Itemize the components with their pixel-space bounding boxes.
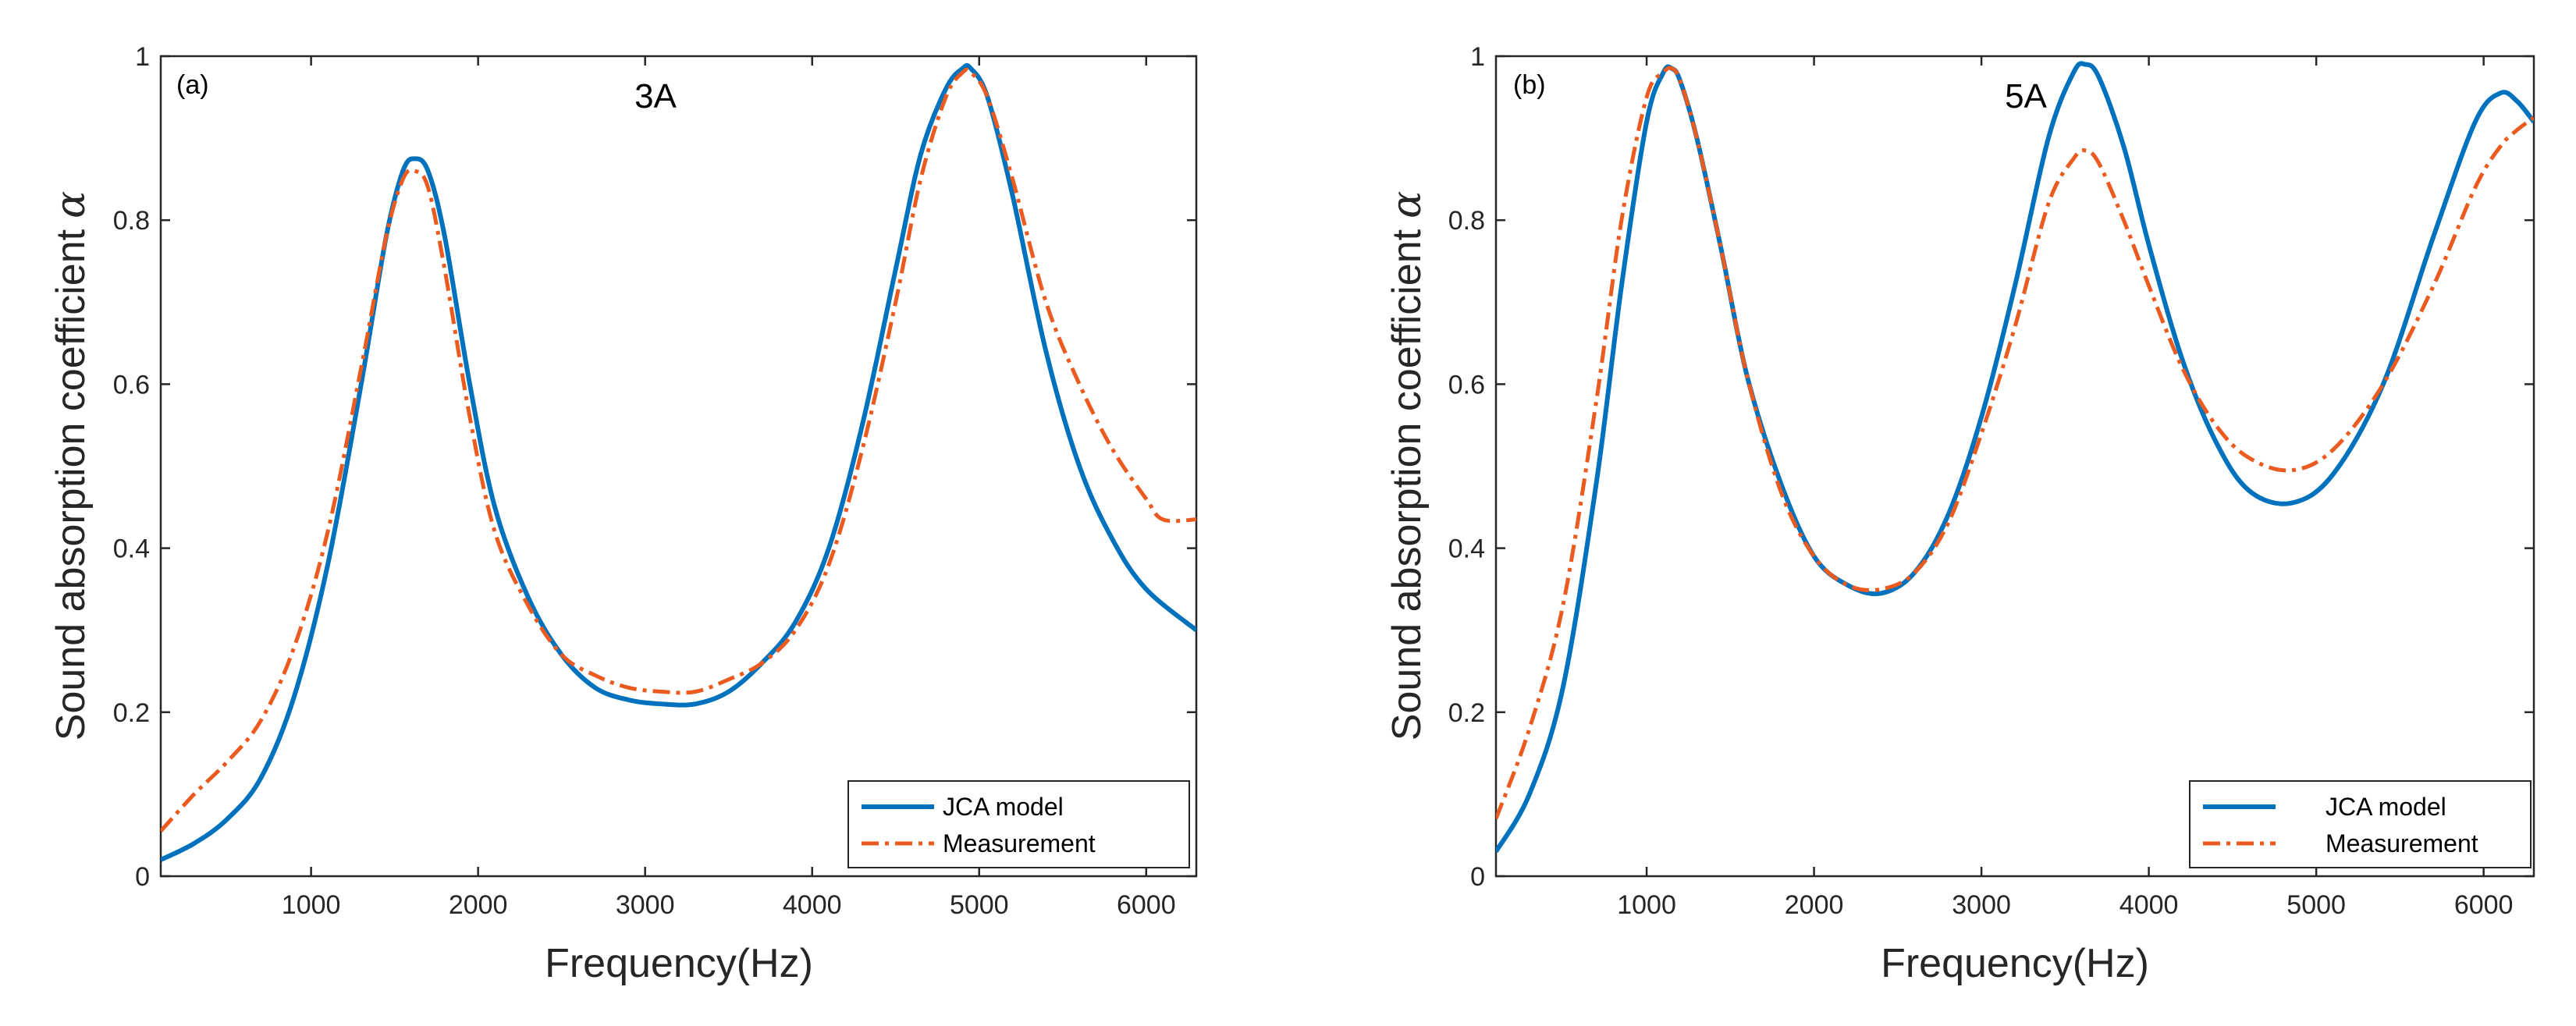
x-tick-label: 2000 (1785, 890, 1844, 920)
x-tick-label: 6000 (2454, 890, 2514, 920)
legend-label-measurement-b: Measurement (2326, 829, 2478, 857)
panel-label-a: (a) (176, 70, 209, 100)
x-tick-label: 3000 (616, 890, 675, 920)
y-tick-label: 0 (1470, 862, 1485, 892)
y-tick-label: 0 (135, 862, 150, 892)
legend-label-jca-b: JCA model (2326, 793, 2446, 821)
x-tick-label: 1000 (282, 890, 341, 920)
x-tick-label: 4000 (2119, 890, 2179, 920)
y-axis-label-symbol-b: α (1384, 191, 1430, 218)
series-lines-a (161, 62, 1196, 862)
x-tick-label: 3000 (1952, 890, 2011, 920)
x-axis-label-a: Frequency(Hz) (545, 941, 813, 986)
series-lines-b (1496, 61, 2534, 854)
legend-label-jca-a: JCA model (943, 793, 1064, 821)
chart-panel-b: 1000 2000 3000 4000 5000 6000 0 0.2 0.4 0.6 0.8 1 (… (1384, 42, 2535, 986)
legend-b: JCA model Measurement (2189, 780, 2532, 868)
x-axis-label-b: Frequency(Hz) (1881, 941, 2149, 986)
x-tick-label: 4000 (783, 890, 842, 920)
legend-label-measurement-a: Measurement (943, 829, 1096, 857)
y-tick-label: 0.2 (113, 698, 150, 728)
axis-ticks-b: 1000 2000 3000 4000 5000 6000 0 0.2 0.4 0.6 0.8 1 (1448, 42, 2534, 920)
y-tick-label: 1 (135, 42, 150, 72)
y-tick-label: 0.4 (1448, 534, 1485, 564)
plot-area-a (159, 55, 1198, 878)
y-axis-label-symbol-a: α (48, 191, 94, 218)
x-tick-label: 5000 (2286, 890, 2346, 920)
x-tick-label: 6000 (1117, 890, 1176, 920)
legend-box-a (847, 780, 1190, 868)
legend-a: JCA model Measurement (847, 780, 1190, 868)
y-tick-label: 0.4 (113, 534, 150, 564)
y-tick-label: 0.6 (1448, 370, 1485, 399)
chart-panel-a: 1000 2000 3000 4000 5000 6000 0 0.2 0.4 0.6 0.8 1 (… (48, 42, 1198, 986)
y-axis-label-b: Sound absorption coefficient α (1384, 191, 1430, 740)
plot-area-b (1494, 55, 2535, 878)
series-line-measurement-a (161, 67, 1196, 833)
y-tick-label: 0.6 (113, 370, 150, 399)
series-line-jca-model-b (1496, 61, 2534, 854)
y-axis-label-text-a: Sound absorption coefficient (48, 229, 94, 740)
axis-ticks-a: 1000 2000 3000 4000 5000 6000 0 0.2 0.4 0.6 0.8 1 (113, 42, 1196, 920)
x-tick-label: 1000 (1617, 890, 1676, 920)
panel-label-b: (b) (1513, 70, 1546, 100)
chart-title-a: 3A (634, 77, 677, 115)
y-axis-label-a: Sound absorption coefficient α (48, 191, 94, 740)
x-tick-label: 2000 (449, 890, 508, 920)
y-tick-label: 0.2 (1448, 698, 1485, 728)
x-tick-label: 5000 (950, 890, 1009, 920)
y-axis-label-text-b: Sound absorption coefficient (1384, 229, 1430, 740)
legend-box-b (2189, 780, 2532, 868)
chart-title-b: 5A (2005, 77, 2047, 115)
y-tick-label: 0.8 (1448, 206, 1485, 236)
y-tick-label: 1 (1470, 42, 1485, 72)
y-tick-label: 0.8 (113, 206, 150, 236)
